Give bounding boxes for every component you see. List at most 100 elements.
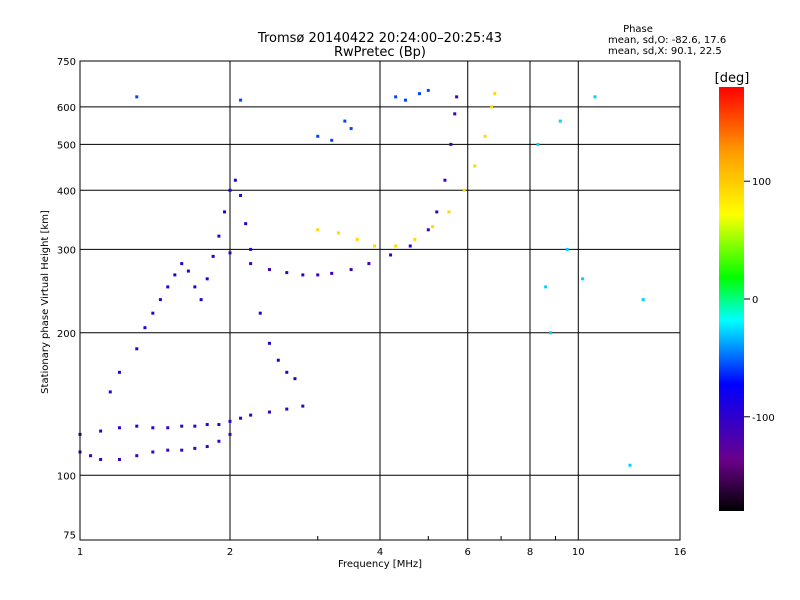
echo-point <box>151 450 155 454</box>
echo-point <box>367 262 371 266</box>
echo-point <box>426 88 430 92</box>
echo-point <box>217 234 221 238</box>
echo-point <box>211 254 215 258</box>
phase-stats-o: mean, sd,O: -82.6, 17.6 <box>608 35 726 46</box>
echo-point <box>349 127 353 131</box>
colorbar-tick-label: 100 <box>752 177 771 188</box>
y-ticks: 75 100 200 300 400 500 600 750 <box>57 57 76 541</box>
echo-point <box>233 178 237 182</box>
echo-point <box>135 454 139 458</box>
echo-point <box>166 285 170 289</box>
echo-point <box>199 298 203 302</box>
x-tick-label: 10 <box>572 547 585 558</box>
echo-point <box>276 358 280 362</box>
echo-point <box>549 331 553 335</box>
colorbar-ticks: 100 0 -100 <box>744 177 775 424</box>
echo-point <box>249 413 253 417</box>
echo-point <box>135 347 139 351</box>
echo-point <box>349 268 353 272</box>
echo-point <box>293 377 297 381</box>
echo-point <box>193 285 197 289</box>
echo-point <box>135 424 139 428</box>
grid-lines <box>80 61 680 540</box>
echo-point <box>89 454 93 458</box>
echo-point <box>239 98 243 102</box>
echo-point <box>117 426 121 430</box>
echo-point <box>473 164 477 168</box>
phase-stats-heading: Phase <box>623 24 653 35</box>
data-points <box>78 88 645 467</box>
echo-point <box>447 210 451 214</box>
echo-point <box>217 423 221 427</box>
echo-point <box>117 457 121 461</box>
echo-point <box>180 448 184 452</box>
echo-point <box>135 95 139 99</box>
echo-point <box>431 225 435 229</box>
echo-point <box>544 285 548 289</box>
chart-subtitle: RwPretec (Bp) <box>334 45 426 60</box>
colorbar <box>719 87 744 511</box>
echo-point <box>417 92 421 96</box>
echo-point <box>180 424 184 428</box>
echo-point <box>301 273 305 277</box>
y-tick-label: 600 <box>57 103 76 114</box>
echo-point <box>389 253 393 257</box>
echo-point <box>117 370 121 374</box>
echo-point <box>581 277 585 281</box>
x-tick-label: 2 <box>227 547 233 558</box>
echo-point <box>285 370 289 374</box>
echo-point <box>316 273 320 277</box>
echo-point <box>641 298 645 302</box>
echo-point <box>330 271 334 275</box>
echo-point <box>593 95 597 99</box>
y-tick-label: 750 <box>57 57 76 68</box>
echo-point <box>258 311 262 315</box>
echo-point <box>186 269 190 273</box>
x-tick-label: 8 <box>527 547 533 558</box>
echo-point <box>249 247 253 251</box>
x-axis-label: Frequency [MHz] <box>338 559 422 570</box>
phase-stats-x: mean, sd,X: 90.1, 22.5 <box>608 46 722 57</box>
colorbar-tick-label: -100 <box>752 413 775 424</box>
echo-point <box>151 426 155 430</box>
echo-point <box>180 262 184 266</box>
echo-point <box>228 188 232 192</box>
y-tick-label: 100 <box>57 471 76 482</box>
x-ticks: 1 2 4 6 8 10 16 <box>77 547 687 558</box>
echo-point <box>493 92 497 96</box>
chart-title: Tromsø 20140422 20:24:00–20:25:43 <box>257 31 502 46</box>
echo-point <box>394 244 398 248</box>
echo-point <box>239 193 243 197</box>
echo-point <box>330 138 334 142</box>
echo-point <box>158 298 162 302</box>
echo-point <box>355 237 359 241</box>
echo-point <box>373 244 377 248</box>
echo-point <box>173 273 177 277</box>
echo-point <box>455 95 459 99</box>
echo-point <box>193 446 197 450</box>
echo-point <box>316 134 320 138</box>
echo-point <box>343 119 347 123</box>
echo-point <box>249 262 253 266</box>
echo-point <box>151 311 155 315</box>
colorbar-label: [deg] <box>715 71 750 86</box>
echo-point <box>435 210 439 214</box>
echo-point <box>449 142 453 146</box>
echo-point <box>267 410 271 414</box>
echo-point <box>628 463 632 467</box>
echo-point <box>193 424 197 428</box>
echo-point <box>228 251 232 255</box>
echo-point <box>108 390 112 394</box>
echo-point <box>217 439 221 443</box>
echo-point <box>205 423 209 427</box>
echo-point <box>408 244 412 248</box>
echo-point <box>143 326 147 330</box>
y-tick-label: 400 <box>57 186 76 197</box>
echo-point <box>490 105 494 109</box>
y-axis-label: Stationary phase Virtual Height [km] <box>40 210 51 394</box>
y-tick-label: 300 <box>57 245 76 256</box>
echo-point <box>244 222 248 226</box>
echo-point <box>99 429 103 433</box>
x-tick-label: 4 <box>377 547 383 558</box>
x-tick-label: 6 <box>465 547 471 558</box>
